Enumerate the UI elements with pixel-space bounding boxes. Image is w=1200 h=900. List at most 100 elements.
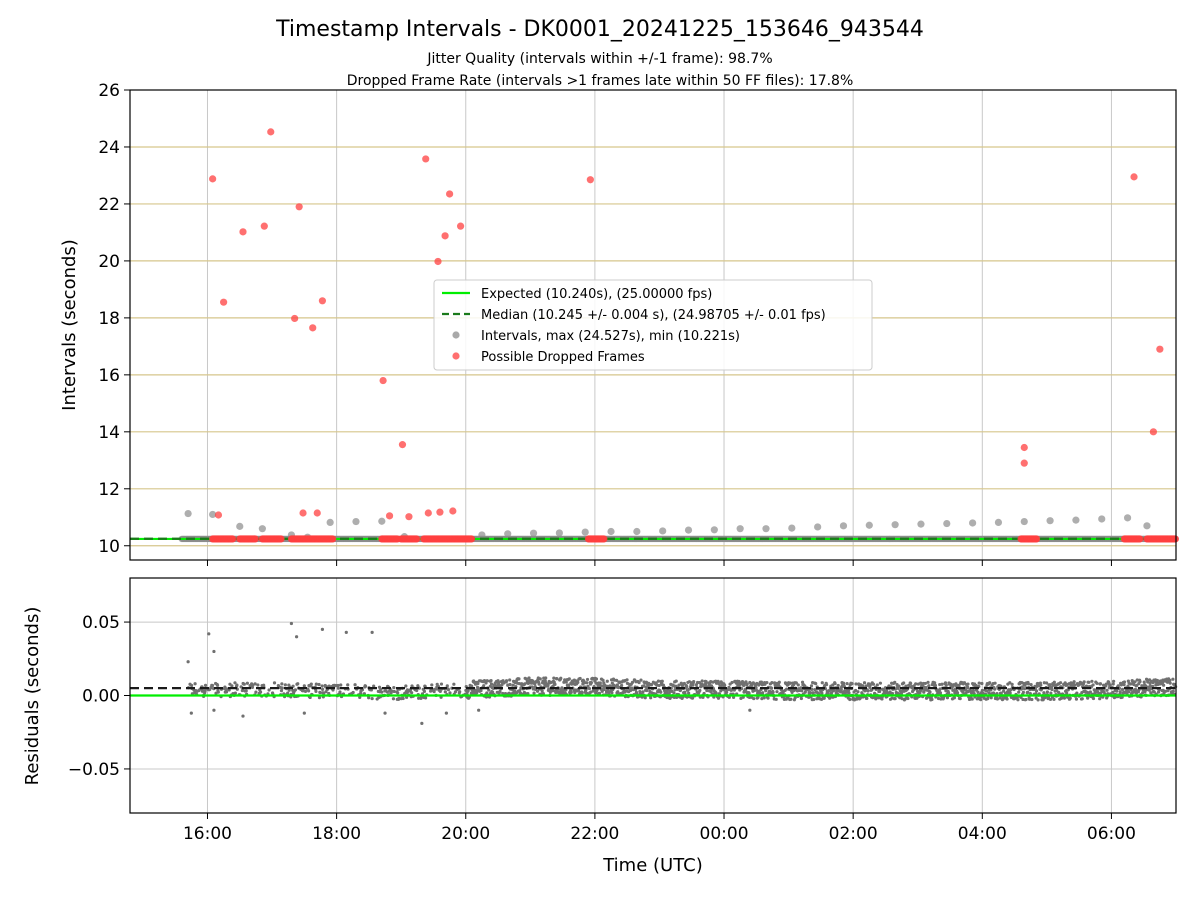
residual-point — [1017, 690, 1021, 694]
residual-point — [485, 691, 489, 695]
residual-point — [215, 683, 220, 687]
residual-point — [897, 684, 901, 688]
residual-point — [1062, 696, 1067, 700]
residual-point — [1095, 681, 1099, 685]
residual-point — [267, 688, 271, 692]
residual-point — [245, 681, 249, 685]
interval-point — [581, 528, 589, 536]
residual-point — [212, 708, 216, 712]
residual-point — [656, 679, 661, 683]
dropped-frame-point — [1032, 535, 1041, 543]
residual-point — [1008, 681, 1012, 685]
residual-point — [639, 678, 643, 682]
residual-point — [848, 697, 852, 702]
dropped-frame-point — [586, 176, 594, 184]
residual-point — [904, 684, 908, 688]
residual-point — [189, 683, 194, 688]
residual-point — [477, 708, 481, 712]
x-tick-label: 06:00 — [1087, 824, 1136, 844]
residual-point — [293, 688, 298, 692]
residual-point — [717, 682, 721, 686]
residual-point — [1084, 684, 1089, 688]
residual-point — [685, 685, 689, 689]
residual-point — [585, 681, 589, 685]
residual-point — [827, 689, 831, 693]
interval-point — [684, 526, 693, 534]
residual-point — [868, 683, 872, 687]
residual-point — [731, 695, 736, 700]
residual-point — [655, 683, 659, 687]
residual-point — [582, 681, 587, 685]
residual-point — [1008, 691, 1012, 695]
dropped-frame-point — [413, 535, 421, 543]
residual-point — [672, 691, 676, 695]
residual-point — [610, 691, 614, 695]
intervals-panel: 10 12 14 16 18 20 22 24 26 — [98, 81, 1179, 566]
residual-point — [580, 691, 584, 695]
residual-point — [320, 684, 324, 688]
residual-point — [977, 681, 981, 685]
residual-point — [1042, 691, 1046, 695]
residual-point — [993, 681, 997, 685]
interval-point — [1098, 515, 1106, 523]
residual-point — [1143, 689, 1147, 694]
residual-point — [777, 680, 781, 684]
chart-subtitle-jitter: Jitter Quality (intervals within +/-1 fr… — [426, 51, 772, 67]
residual-point — [538, 677, 542, 681]
dropped-frame-point — [1130, 173, 1138, 181]
residual-point — [677, 683, 681, 687]
dropped-frame-point — [398, 441, 407, 449]
residual-point — [759, 680, 764, 684]
dropped-frame-point — [467, 535, 476, 543]
residual-point — [839, 687, 843, 692]
residual-point — [799, 686, 803, 690]
residual-point — [719, 683, 724, 688]
residual-point — [279, 689, 284, 693]
interval-point — [994, 518, 1003, 527]
residual-point — [1035, 684, 1039, 688]
top-y-tick-label: 18 — [98, 309, 120, 329]
residual-point — [438, 689, 442, 693]
residual-point — [1030, 697, 1034, 702]
interval-point — [1143, 522, 1151, 530]
residual-point — [1147, 688, 1151, 692]
residual-point — [569, 690, 573, 695]
residual-point — [831, 683, 835, 687]
legend-box — [433, 279, 873, 371]
interval-point — [555, 529, 563, 537]
top-y-axis-label: Intervals (seconds) — [59, 239, 80, 411]
residual-point — [945, 696, 950, 700]
dropped-frame-point — [449, 507, 457, 515]
residual-point — [878, 689, 882, 694]
residual-point — [1074, 697, 1079, 701]
residual-point — [893, 697, 897, 701]
residual-point — [244, 689, 248, 693]
residual-point — [422, 689, 427, 693]
residual-point — [1133, 680, 1137, 684]
residual-point — [1120, 687, 1125, 691]
residual-point — [1091, 683, 1095, 687]
residual-point — [585, 677, 590, 682]
residual-point — [793, 696, 797, 700]
residual-point — [692, 680, 696, 684]
residual-point — [470, 684, 474, 688]
residual-point — [404, 684, 408, 688]
dropped-frame-point — [295, 203, 303, 211]
residual-point — [207, 632, 211, 636]
residual-point — [800, 689, 804, 693]
residual-point — [511, 683, 515, 687]
residual-point — [576, 680, 580, 684]
residual-point — [309, 682, 313, 686]
residual-point — [831, 689, 836, 693]
residual-point — [740, 680, 745, 684]
legend-swatch-marker — [452, 352, 460, 360]
residual-point — [518, 688, 522, 693]
residual-point — [320, 687, 325, 691]
residual-point — [1036, 698, 1040, 702]
dropped-frame-point — [229, 535, 237, 543]
residual-point — [327, 684, 331, 688]
residual-point — [1152, 690, 1156, 694]
residual-point — [397, 696, 401, 700]
residual-point — [567, 677, 571, 681]
residual-point — [902, 681, 906, 685]
